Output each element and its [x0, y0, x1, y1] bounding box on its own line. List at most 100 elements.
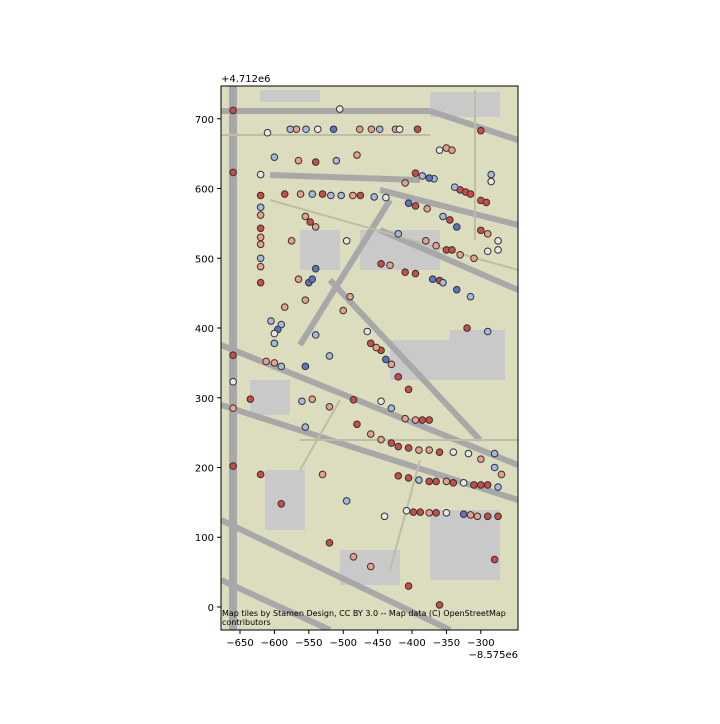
point — [382, 355, 390, 364]
x-tick-label: −650 — [226, 638, 253, 649]
y-tick-label: 600 — [195, 185, 214, 196]
point — [349, 396, 358, 404]
point — [394, 442, 403, 451]
point — [298, 397, 306, 406]
point — [411, 202, 420, 210]
point — [449, 479, 458, 487]
point — [448, 246, 456, 254]
point — [482, 198, 491, 207]
point — [318, 470, 327, 479]
point — [387, 404, 396, 413]
point — [270, 359, 279, 367]
point — [418, 416, 427, 424]
point — [370, 193, 378, 201]
point — [416, 508, 425, 516]
point — [401, 414, 409, 423]
point — [442, 509, 451, 517]
point — [296, 190, 305, 198]
point — [490, 449, 499, 458]
point — [435, 601, 444, 609]
point — [229, 462, 237, 470]
point — [366, 430, 375, 438]
point — [301, 212, 310, 221]
point — [425, 477, 434, 486]
point — [450, 183, 459, 191]
point — [477, 481, 485, 489]
point — [256, 240, 265, 249]
plot — [229, 105, 506, 609]
point — [294, 156, 303, 165]
point — [306, 218, 314, 226]
point — [473, 512, 482, 521]
x-tick-label: −350 — [433, 638, 460, 649]
y-tick-label: 0 — [208, 603, 214, 614]
x-tick-label: −300 — [467, 638, 494, 649]
point — [325, 403, 334, 411]
point — [466, 292, 475, 301]
point — [277, 362, 286, 371]
y-tick-label: 100 — [195, 533, 214, 544]
point — [313, 125, 322, 134]
point — [292, 125, 301, 134]
point — [286, 125, 295, 134]
point — [302, 125, 310, 134]
point — [377, 260, 385, 268]
point — [387, 439, 396, 447]
point — [246, 395, 255, 403]
point — [308, 395, 317, 403]
point — [483, 512, 492, 521]
x-tick-label: −600 — [261, 638, 288, 649]
point — [287, 237, 296, 245]
point — [256, 224, 265, 233]
point — [353, 420, 361, 429]
point — [308, 190, 317, 198]
point — [487, 170, 495, 179]
point — [311, 264, 320, 273]
point — [294, 275, 303, 283]
point — [415, 476, 423, 484]
y-tick-label: 400 — [195, 324, 214, 335]
point — [470, 481, 478, 489]
y-tick-label: 300 — [195, 394, 214, 405]
point — [380, 512, 389, 521]
point — [483, 481, 492, 489]
point — [277, 499, 286, 508]
point — [386, 261, 394, 270]
point — [449, 448, 458, 456]
point — [404, 474, 413, 482]
point — [425, 509, 434, 517]
point — [349, 552, 358, 561]
point — [366, 562, 375, 571]
point — [483, 327, 492, 336]
point — [387, 360, 396, 369]
point — [311, 223, 320, 231]
point — [377, 435, 385, 444]
point — [356, 191, 365, 200]
point — [280, 303, 289, 311]
point — [415, 446, 423, 454]
point — [366, 339, 375, 348]
point — [229, 351, 237, 360]
point — [452, 223, 461, 231]
point — [339, 306, 348, 315]
point — [459, 510, 468, 519]
x-tick-label: −550 — [295, 638, 322, 649]
point — [256, 233, 265, 242]
y-tick-label: 700 — [195, 115, 214, 126]
point — [267, 317, 275, 325]
point — [353, 151, 361, 159]
point — [301, 362, 310, 371]
map-background — [221, 86, 518, 630]
point — [308, 275, 317, 283]
point — [483, 230, 492, 238]
point — [494, 512, 502, 521]
point — [477, 455, 485, 463]
point — [432, 477, 440, 486]
point — [256, 203, 265, 212]
point — [404, 582, 413, 590]
point — [425, 416, 434, 424]
point — [337, 191, 345, 200]
point — [256, 470, 265, 479]
attribution-box: Map tiles by Stamen Design, CC BY 3.0 --… — [222, 609, 506, 627]
